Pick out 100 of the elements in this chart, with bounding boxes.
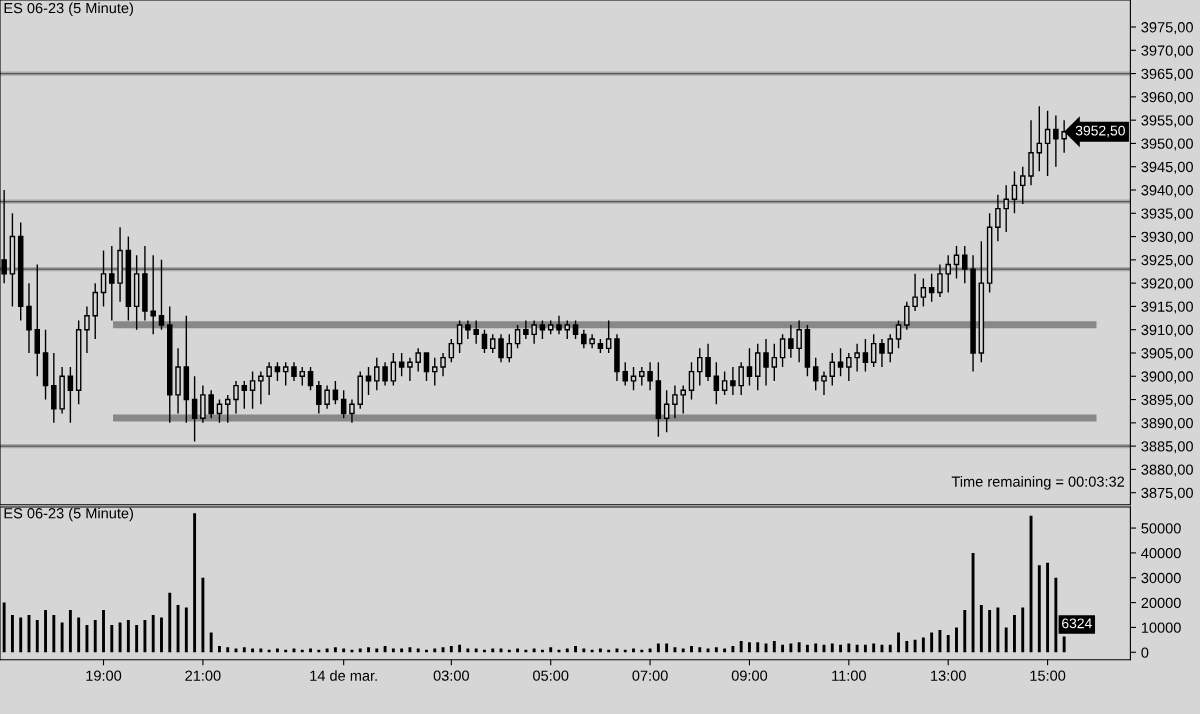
bar	[135, 624, 139, 653]
candlestick	[258, 370, 264, 405]
candlestick	[754, 342, 761, 391]
candlestick	[746, 347, 753, 387]
candlestick	[1053, 114, 1059, 168]
bar	[1062, 636, 1066, 653]
y-tick-label: 3895,00	[1141, 394, 1193, 407]
candlestick	[473, 319, 479, 345]
bar	[60, 622, 64, 653]
data-label: 6324	[1062, 618, 1092, 629]
x-tick-label: 15:00	[1030, 670, 1066, 681]
y-tick-label: 3950,00	[1141, 138, 1193, 151]
bar	[333, 647, 337, 653]
bar	[855, 644, 859, 653]
candlestick	[870, 333, 877, 368]
bar	[226, 647, 230, 653]
candlestick	[581, 329, 587, 350]
bar	[193, 513, 197, 653]
bar	[449, 646, 453, 653]
y-tick-label: 3900,00	[1141, 371, 1193, 384]
candlestick	[514, 324, 521, 350]
bar	[955, 627, 958, 653]
candlestick	[1028, 119, 1034, 187]
candlestick	[1011, 170, 1018, 214]
bar	[963, 610, 967, 653]
y-tick-label: 3875,00	[1141, 487, 1193, 500]
candlestick	[100, 249, 107, 308]
candlestick	[407, 356, 413, 382]
candlestick	[415, 347, 421, 373]
candlestick	[374, 356, 380, 391]
bar	[201, 577, 205, 653]
candlestick	[713, 361, 720, 405]
annotation: Time remaining = 00:03:32	[951, 476, 1125, 490]
candlestick	[647, 361, 653, 391]
bar	[102, 610, 105, 653]
candlestick	[191, 375, 198, 443]
candlestick	[928, 273, 935, 303]
bar	[209, 632, 213, 653]
bar	[118, 622, 122, 653]
candlestick	[920, 277, 927, 308]
candlestick	[912, 273, 918, 312]
candlestick	[887, 333, 894, 363]
y-tick-label: 3975,00	[1141, 22, 1193, 35]
candlestick	[995, 193, 1001, 242]
candlestick	[208, 389, 214, 419]
x-tick-label: 14 de mar.	[310, 670, 377, 681]
bar	[1054, 577, 1058, 653]
candlestick	[539, 319, 546, 340]
candlestick	[291, 361, 297, 382]
candlestick	[481, 329, 488, 354]
bar	[1046, 562, 1050, 653]
bar	[656, 643, 660, 653]
bar	[52, 615, 56, 653]
y-tick-label: 0	[1141, 647, 1149, 658]
bar	[913, 639, 917, 653]
candlestick	[721, 370, 728, 396]
candlestick	[846, 352, 852, 382]
bar	[897, 632, 900, 653]
candlestick	[945, 254, 951, 294]
bar	[872, 643, 876, 653]
candlestick	[349, 398, 355, 424]
candlestick	[67, 366, 74, 424]
bar	[805, 644, 809, 653]
x-tick-label: 03:00	[433, 670, 470, 681]
bar	[458, 644, 462, 653]
text: 3952,50	[1075, 125, 1125, 138]
bar	[946, 634, 950, 653]
candlestick	[92, 282, 99, 340]
candlestick	[837, 347, 844, 377]
y-tick-label: 3910,00	[1141, 324, 1193, 337]
bar	[151, 615, 155, 653]
candlestick	[233, 380, 239, 415]
candlestick	[109, 245, 115, 322]
candlestick	[432, 356, 438, 387]
bar	[797, 642, 801, 653]
y-tick-label: 3905,00	[1141, 348, 1193, 361]
candlestick	[904, 301, 910, 331]
bar	[2, 602, 6, 653]
y-tick-label: 3940,00	[1141, 185, 1193, 198]
chart-title: ES 06-23 (5 Minute)	[4, 507, 133, 522]
candlestick	[829, 352, 836, 387]
bar	[110, 624, 114, 653]
bar	[839, 644, 842, 653]
bar	[93, 619, 97, 653]
candlestick	[879, 338, 885, 368]
y-tick-label: 40000	[1141, 548, 1181, 559]
bar	[1004, 627, 1008, 653]
candlestick	[365, 366, 372, 396]
bar	[979, 605, 983, 653]
y-tick-label: 3885,00	[1141, 441, 1193, 454]
bar	[996, 607, 1000, 653]
y-tick-label: 3925,00	[1141, 254, 1193, 267]
candlestick	[564, 319, 571, 340]
x-tick-label: 07:00	[632, 670, 668, 681]
candlestick	[274, 361, 281, 382]
bar	[905, 641, 909, 653]
bar	[126, 619, 130, 653]
candlestick	[556, 315, 562, 336]
y-tick-label: 50000	[1141, 523, 1181, 534]
bar	[690, 646, 693, 653]
